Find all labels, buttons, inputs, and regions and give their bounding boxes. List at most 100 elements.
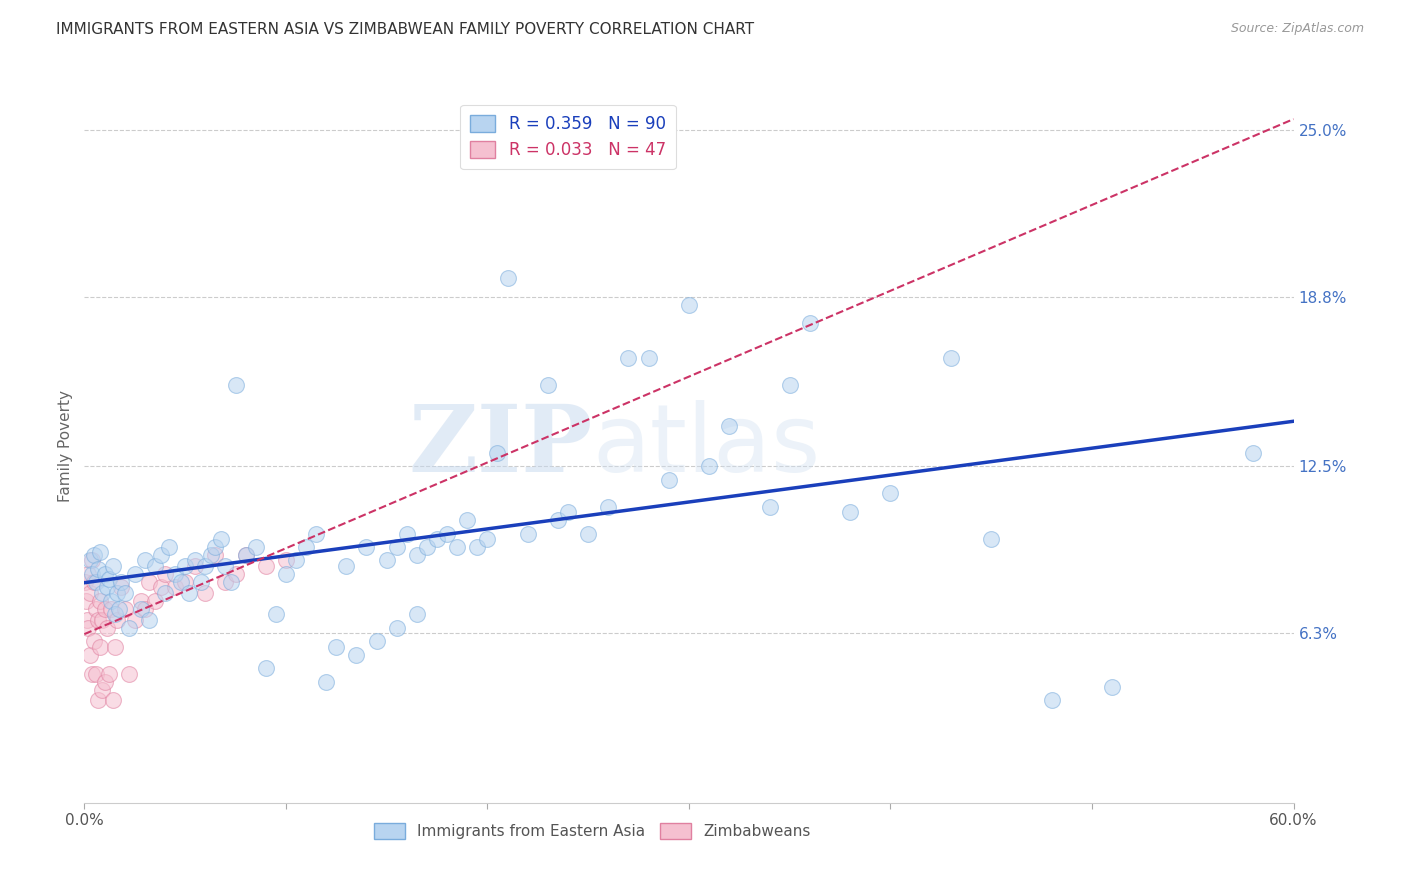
Point [75, 574, 97, 589]
Point [406, 548, 429, 562]
Point [77, 566, 100, 581]
Text: ZIP: ZIP [408, 401, 592, 491]
Point [104, 640, 127, 654]
Point [799, 317, 821, 331]
Point [124, 566, 146, 581]
Point [89, 545, 111, 559]
Point [83, 574, 105, 589]
Point [86, 602, 108, 616]
Point [385, 540, 408, 554]
Point [274, 553, 297, 567]
Point [91, 613, 114, 627]
Point [82, 553, 104, 567]
Point [718, 418, 741, 433]
Point [225, 566, 247, 581]
Point [134, 553, 156, 567]
Point [174, 574, 197, 589]
Point [516, 526, 538, 541]
Legend: Immigrants from Eastern Asia, Zimbabweans: Immigrants from Eastern Asia, Zimbabwean… [368, 817, 817, 845]
Point [93, 566, 115, 581]
Point [143, 558, 166, 573]
Point [980, 532, 1002, 546]
Point [254, 558, 277, 573]
Point [225, 378, 247, 392]
Point [79, 648, 101, 662]
Point [637, 351, 659, 366]
Point [617, 351, 640, 366]
Point [209, 532, 232, 546]
Point [467, 540, 489, 554]
Point [93, 674, 115, 689]
Point [100, 594, 122, 608]
Point [79, 586, 101, 600]
Point [83, 548, 105, 562]
Point [678, 298, 700, 312]
Point [385, 621, 408, 635]
Point [779, 378, 801, 392]
Point [274, 566, 297, 581]
Point [174, 558, 197, 573]
Point [170, 574, 193, 589]
Point [426, 532, 449, 546]
Point [285, 553, 308, 567]
Point [576, 526, 599, 541]
Point [118, 666, 141, 681]
Point [105, 586, 128, 600]
Point [91, 586, 114, 600]
Point [149, 580, 172, 594]
Point [658, 473, 681, 487]
Point [110, 574, 132, 589]
Point [295, 540, 318, 554]
Point [79, 553, 101, 567]
Point [114, 586, 136, 600]
Point [375, 553, 398, 567]
Point [87, 613, 110, 627]
Point [153, 586, 176, 600]
Point [114, 602, 136, 616]
Point [335, 558, 357, 573]
Point [93, 602, 115, 616]
Point [537, 378, 560, 392]
Point [149, 548, 172, 562]
Point [598, 500, 620, 514]
Point [153, 566, 176, 581]
Point [82, 666, 104, 681]
Point [100, 602, 122, 616]
Point [221, 574, 243, 589]
Point [97, 572, 120, 586]
Point [184, 558, 207, 573]
Point [456, 513, 478, 527]
Point [105, 613, 128, 627]
Point [346, 648, 368, 662]
Point [75, 594, 97, 608]
Point [557, 505, 579, 519]
Text: IMMIGRANTS FROM EASTERN ASIA VS ZIMBABWEAN FAMILY POVERTY CORRELATION CHART: IMMIGRANTS FROM EASTERN ASIA VS ZIMBABWE… [56, 22, 755, 37]
Point [204, 540, 226, 554]
Point [138, 574, 160, 589]
Point [89, 594, 111, 608]
Point [134, 602, 156, 616]
Point [254, 661, 277, 675]
Point [446, 540, 468, 554]
Point [76, 613, 98, 627]
Point [214, 574, 236, 589]
Point [82, 566, 104, 581]
Point [86, 666, 108, 681]
Point [184, 553, 207, 567]
Point [395, 526, 418, 541]
Point [547, 513, 569, 527]
Point [124, 613, 146, 627]
Point [477, 532, 499, 546]
Y-axis label: Family Poverty: Family Poverty [58, 390, 73, 502]
Point [245, 540, 267, 554]
Point [235, 548, 257, 562]
Point [179, 586, 201, 600]
Point [129, 602, 152, 616]
Point [91, 682, 114, 697]
Point [118, 621, 141, 635]
Point [1040, 693, 1063, 707]
Point [104, 607, 127, 622]
Point [416, 540, 439, 554]
Point [214, 558, 236, 573]
Point [325, 640, 347, 654]
